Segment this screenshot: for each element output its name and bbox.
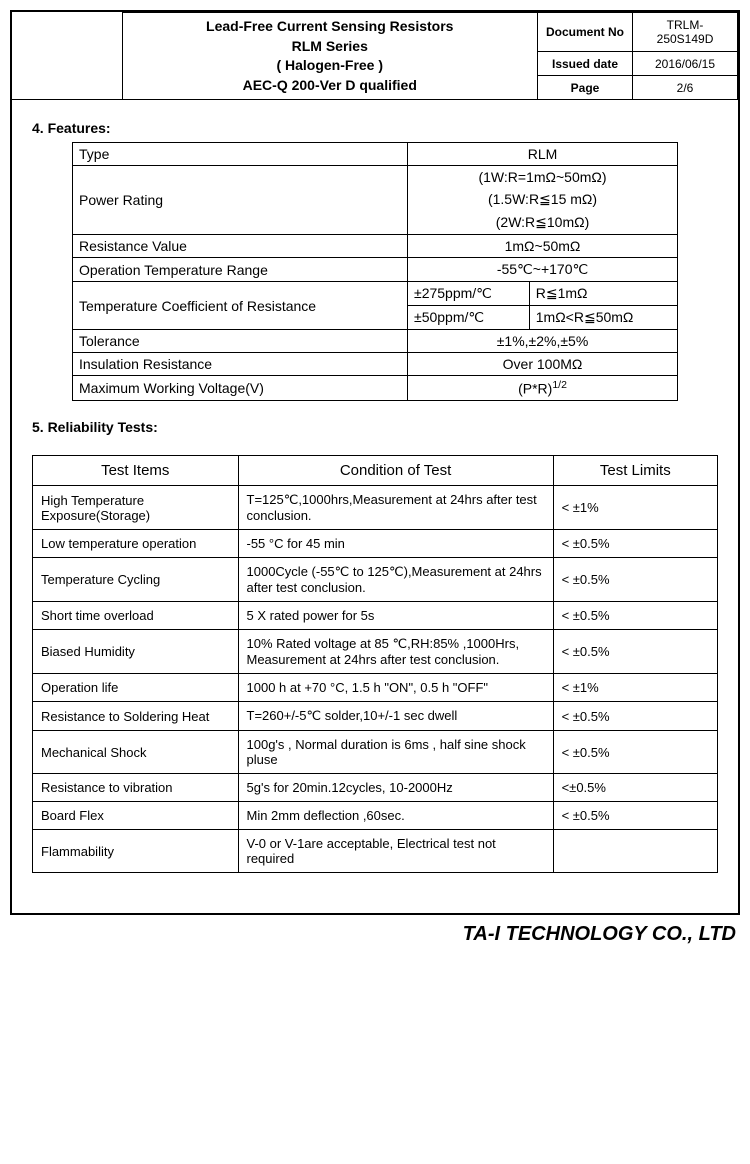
feat-ins-label: Insulation Resistance [73, 353, 408, 376]
test-limit-cell: < ±0.5% [553, 702, 717, 731]
test-cond-cell: V-0 or V-1are acceptable, Electrical tes… [238, 830, 553, 873]
company-footer: TA-I TECHNOLOGY CO., LTD [10, 923, 740, 946]
title-line-2: ( Halogen-Free ) [129, 56, 532, 76]
meta-value-date: 2016/06/15 [633, 51, 738, 75]
features-heading: 4. Features: [32, 120, 718, 136]
test-cond-cell: Min 2mm deflection ,60sec. [238, 802, 553, 830]
features-wrap: Type RLM Power Rating (1W:R=1mΩ~50mΩ) (1… [32, 142, 718, 401]
test-cond-cell: 100g's , Normal duration is 6ms , half s… [238, 731, 553, 774]
doc-title-cell: Lead-Free Current Sensing Resistors RLM … [122, 13, 538, 100]
table-row: Temperature Cycling1000Cycle (-55℃ to 12… [33, 558, 718, 602]
feat-tcr-b1: ±50ppm/℃ [408, 306, 530, 330]
meta-value-docno: TRLM-250S149D [633, 13, 738, 52]
title-line-0: Lead-Free Current Sensing Resistors [129, 17, 532, 37]
test-item-cell: Short time overload [33, 602, 239, 630]
feat-power-l3: (2W:R≦10mΩ) [408, 211, 678, 235]
feat-power-label: Power Rating [73, 166, 408, 235]
test-item-cell: Temperature Cycling [33, 558, 239, 602]
feat-ins-value: Over 100MΩ [408, 353, 678, 376]
test-limit-cell: < ±0.5% [553, 630, 717, 674]
table-row: Board FlexMin 2mm deflection ,60sec.< ±0… [33, 802, 718, 830]
table-row: Resistance to vibration5g's for 20min.12… [33, 774, 718, 802]
features-table: Type RLM Power Rating (1W:R=1mΩ~50mΩ) (1… [72, 142, 678, 401]
tests-th-item: Test Items [33, 456, 239, 486]
test-item-cell: Resistance to vibration [33, 774, 239, 802]
test-item-cell: Biased Humidity [33, 630, 239, 674]
feat-res-label: Resistance Value [73, 235, 408, 258]
logo-cell [12, 13, 122, 100]
feat-mwv-value: (P*R)1/2 [408, 376, 678, 401]
meta-label-docno: Document No [538, 13, 633, 52]
table-row: Operation life1000 h at +70 °C, 1.5 h "O… [33, 674, 718, 702]
title-line-3: AEC-Q 200-Ver D qualified [129, 76, 532, 96]
test-item-cell: High Temperature Exposure(Storage) [33, 486, 239, 530]
feat-tol-value: ±1%,±2%,±5% [408, 330, 678, 353]
tests-th-limit: Test Limits [553, 456, 717, 486]
test-item-cell: Mechanical Shock [33, 731, 239, 774]
test-limit-cell: < ±1% [553, 486, 717, 530]
feat-tcr-a2: R≦1mΩ [529, 282, 677, 306]
tests-tbody: High Temperature Exposure(Storage)T=125℃… [33, 486, 718, 873]
test-limit-cell: < ±0.5% [553, 602, 717, 630]
test-limit-cell: < ±0.5% [553, 530, 717, 558]
meta-label-date: Issued date [538, 51, 633, 75]
feat-optemp-label: Operation Temperature Range [73, 258, 408, 282]
feat-tcr-label: Temperature Coefficient of Resistance [73, 282, 408, 330]
test-limit-cell: <±0.5% [553, 774, 717, 802]
title-line-1: RLM Series [129, 37, 532, 57]
table-row: Short time overload5 X rated power for 5… [33, 602, 718, 630]
test-cond-cell: 10% Rated voltage at 85 ℃,RH:85% ,1000Hr… [238, 630, 553, 674]
feat-tcr-a1: ±275ppm/℃ [408, 282, 530, 306]
test-limit-cell: < ±0.5% [553, 802, 717, 830]
test-item-cell: Board Flex [33, 802, 239, 830]
table-row: Low temperature operation-55 °C for 45 m… [33, 530, 718, 558]
feat-type-value: RLM [408, 143, 678, 166]
test-cond-cell: T=260+/-5℃ solder,10+/-1 sec dwell [238, 702, 553, 731]
table-row: High Temperature Exposure(Storage)T=125℃… [33, 486, 718, 530]
test-limit-cell: < ±1% [553, 674, 717, 702]
test-cond-cell: 5g's for 20min.12cycles, 10-2000Hz [238, 774, 553, 802]
test-cond-cell: T=125℃,1000hrs,Measurement at 24hrs afte… [238, 486, 553, 530]
feat-type-label: Type [73, 143, 408, 166]
feat-tcr-b2: 1mΩ<R≦50mΩ [529, 306, 677, 330]
feat-power-l2: (1.5W:R≦15 mΩ) [408, 188, 678, 211]
page-frame: Lead-Free Current Sensing Resistors RLM … [10, 10, 740, 915]
meta-value-page: 2/6 [633, 76, 738, 100]
table-row: Mechanical Shock100g's , Normal duration… [33, 731, 718, 774]
test-cond-cell: 1000Cycle (-55℃ to 125℃),Measurement at … [238, 558, 553, 602]
tests-table: Test Items Condition of Test Test Limits… [32, 455, 718, 873]
test-limit-cell: < ±0.5% [553, 558, 717, 602]
content-area: 4. Features: Type RLM Power Rating (1W:R… [12, 100, 738, 913]
feat-res-value: 1mΩ~50mΩ [408, 235, 678, 258]
test-cond-cell: 5 X rated power for 5s [238, 602, 553, 630]
table-row: Biased Humidity10% Rated voltage at 85 ℃… [33, 630, 718, 674]
test-limit-cell [553, 830, 717, 873]
meta-label-page: Page [538, 76, 633, 100]
test-item-cell: Resistance to Soldering Heat [33, 702, 239, 731]
tests-heading: 5. Reliability Tests: [32, 419, 718, 435]
feat-optemp-value: -55℃~+170℃ [408, 258, 678, 282]
test-item-cell: Flammability [33, 830, 239, 873]
test-cond-cell: 1000 h at +70 °C, 1.5 h "ON", 0.5 h "OFF… [238, 674, 553, 702]
test-item-cell: Low temperature operation [33, 530, 239, 558]
test-limit-cell: < ±0.5% [553, 731, 717, 774]
tests-th-cond: Condition of Test [238, 456, 553, 486]
test-cond-cell: -55 °C for 45 min [238, 530, 553, 558]
header-table: Lead-Free Current Sensing Resistors RLM … [12, 12, 738, 100]
test-item-cell: Operation life [33, 674, 239, 702]
feat-tol-label: Tolerance [73, 330, 408, 353]
feat-power-l1: (1W:R=1mΩ~50mΩ) [408, 166, 678, 189]
table-row: FlammabilityV-0 or V-1are acceptable, El… [33, 830, 718, 873]
feat-mwv-label: Maximum Working Voltage(V) [73, 376, 408, 401]
table-row: Resistance to Soldering HeatT=260+/-5℃ s… [33, 702, 718, 731]
